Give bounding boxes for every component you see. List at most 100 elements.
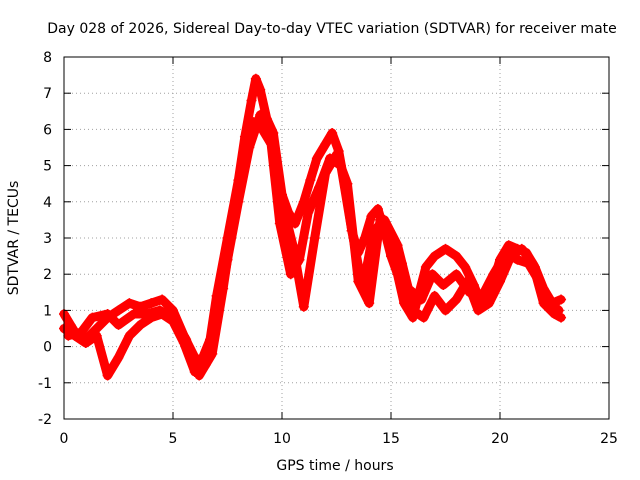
- data-point-marker: [311, 153, 322, 164]
- data-point-marker: [113, 352, 124, 363]
- data-point-marker: [124, 298, 135, 309]
- data-point-marker: [407, 305, 418, 316]
- data-point-marker: [124, 330, 135, 341]
- data-point-marker: [495, 276, 505, 287]
- data-point-marker: [218, 283, 229, 294]
- data-point-marker: [364, 298, 375, 309]
- data-point-marker: [194, 370, 205, 381]
- series-line: [59, 110, 566, 381]
- data-point-marker: [80, 337, 91, 348]
- data-point-marker: [392, 240, 403, 251]
- data-point-marker: [287, 240, 298, 251]
- data-point-marker: [516, 243, 527, 254]
- data-point-marker: [63, 330, 74, 341]
- x-tick-label: 10: [273, 431, 291, 447]
- data-point-marker: [366, 211, 377, 222]
- data-point-marker: [368, 225, 379, 236]
- data-point-marker: [274, 218, 285, 229]
- grid-lines: [64, 57, 609, 419]
- data-point-marker: [305, 175, 316, 186]
- data-point-marker: [207, 348, 218, 359]
- data-point-marker: [475, 294, 486, 305]
- y-tick-label: 1: [43, 303, 52, 319]
- data-point-marker: [76, 327, 87, 338]
- data-point-marker: [501, 247, 512, 258]
- series-group: [59, 73, 567, 367]
- data-point-marker: [255, 109, 266, 120]
- y-tick-label: 8: [43, 50, 52, 66]
- data-point-marker: [257, 124, 268, 135]
- series-line: [63, 117, 564, 381]
- data-point-marker: [503, 240, 514, 251]
- data-point-marker: [451, 269, 462, 280]
- y-axis-label: SDTVAR / TECUs: [6, 181, 22, 296]
- data-point-marker: [440, 243, 451, 254]
- data-point-marker: [460, 261, 471, 272]
- x-tick-label: 5: [169, 431, 178, 447]
- data-point-marker: [556, 294, 567, 305]
- data-point-marker: [154, 305, 165, 316]
- data-point-marker: [294, 254, 305, 265]
- data-point-marker: [553, 305, 564, 316]
- y-tick-label: -1: [38, 376, 52, 392]
- data-point-marker: [464, 287, 475, 298]
- data-point-marker: [298, 301, 309, 312]
- data-point-marker: [168, 312, 178, 323]
- data-point-marker: [113, 305, 124, 316]
- data-point-marker: [379, 214, 390, 225]
- y-tick-label: 7: [43, 86, 52, 102]
- x-tick-label: 0: [60, 431, 69, 447]
- data-point-marker: [314, 182, 325, 193]
- data-point-marker: [320, 138, 331, 149]
- data-point-marker: [523, 258, 534, 269]
- data-point-marker: [87, 312, 98, 323]
- data-point-marker: [335, 160, 346, 171]
- series-group: [63, 117, 564, 381]
- data-point-marker: [372, 204, 383, 215]
- data-point-marker: [113, 319, 124, 330]
- data-point-marker: [357, 283, 368, 294]
- data-point-marker: [266, 138, 277, 149]
- data-point-marker: [451, 294, 462, 305]
- data-point-marker: [285, 269, 296, 280]
- data-point-marker: [255, 84, 266, 95]
- y-tick-label: 4: [43, 195, 52, 211]
- data-point-marker: [427, 269, 438, 280]
- data-point-marker: [512, 254, 523, 265]
- data-point-marker: [418, 312, 429, 323]
- data-point-marker: [488, 269, 499, 280]
- data-point-marker: [473, 305, 484, 316]
- data-point-marker: [303, 207, 314, 218]
- data-point-marker: [102, 309, 113, 320]
- data-point-marker: [309, 233, 320, 243]
- data-point-marker: [545, 298, 556, 309]
- data-point-marker: [429, 290, 440, 301]
- tick-labels: 0 5 10 15 20 25 -2 -1 0 1 2 3 4 5 6 7 8: [38, 50, 618, 447]
- data-series: [59, 73, 567, 381]
- data-point-marker: [346, 225, 357, 236]
- series-group: [59, 109, 567, 381]
- data-point-marker: [181, 334, 192, 345]
- data-point-marker: [429, 251, 440, 262]
- data-point-marker: [128, 309, 139, 320]
- x-axis-label: GPS time / hours: [276, 458, 393, 474]
- data-point-marker: [250, 73, 261, 84]
- y-tick-label: 2: [43, 267, 52, 283]
- data-point-marker: [229, 211, 240, 222]
- data-point-marker: [91, 330, 102, 341]
- y-tick-label: 3: [43, 231, 52, 247]
- data-point-marker: [440, 305, 451, 316]
- series-line: [59, 74, 566, 366]
- data-point-marker: [438, 280, 449, 291]
- chart-title: Day 028 of 2026, Sidereal Day-to-day VTE…: [47, 21, 617, 37]
- y-tick-label: 0: [43, 340, 52, 356]
- data-point-marker: [135, 319, 146, 330]
- data-point-marker: [239, 153, 250, 164]
- data-point-marker: [327, 128, 338, 139]
- data-point-marker: [451, 251, 462, 262]
- data-point-marker: [324, 153, 335, 164]
- x-tick-label: 25: [600, 431, 618, 447]
- data-point-marker: [246, 95, 257, 106]
- data-point-marker: [146, 298, 157, 309]
